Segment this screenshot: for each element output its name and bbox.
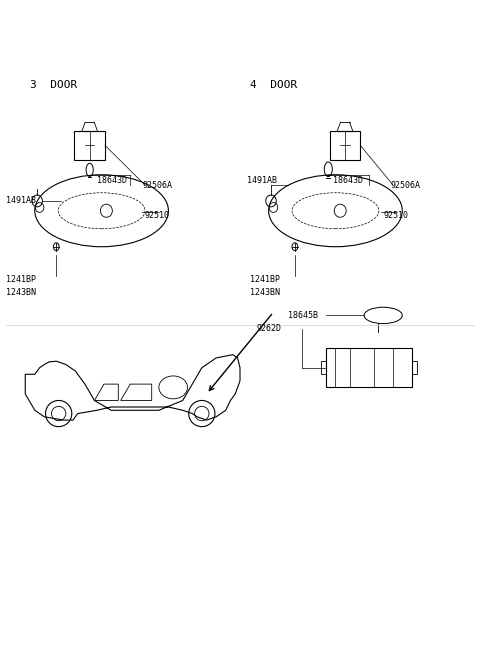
- Text: 1241BP: 1241BP: [250, 275, 279, 284]
- Bar: [321, 361, 326, 374]
- Text: 1243BN: 1243BN: [6, 288, 36, 297]
- Text: 1491AB: 1491AB: [247, 176, 277, 185]
- Text: 92510: 92510: [383, 211, 408, 220]
- Text: 9262D: 9262D: [257, 324, 282, 333]
- Text: 18643D: 18643D: [97, 176, 127, 185]
- Text: 92506A: 92506A: [142, 181, 172, 191]
- Bar: [326, 348, 412, 388]
- Text: 18645B: 18645B: [288, 311, 318, 320]
- Text: 18643D: 18643D: [333, 176, 363, 185]
- Text: 3  DOOR: 3 DOOR: [30, 80, 77, 90]
- Text: 1491AB: 1491AB: [6, 196, 36, 206]
- Text: 1243BN: 1243BN: [250, 288, 279, 297]
- Text: 92506A: 92506A: [390, 181, 420, 191]
- Text: 1241BP: 1241BP: [6, 275, 36, 284]
- Text: 4  DOOR: 4 DOOR: [250, 80, 297, 90]
- Bar: [412, 361, 417, 374]
- Text: 92510: 92510: [144, 211, 169, 220]
